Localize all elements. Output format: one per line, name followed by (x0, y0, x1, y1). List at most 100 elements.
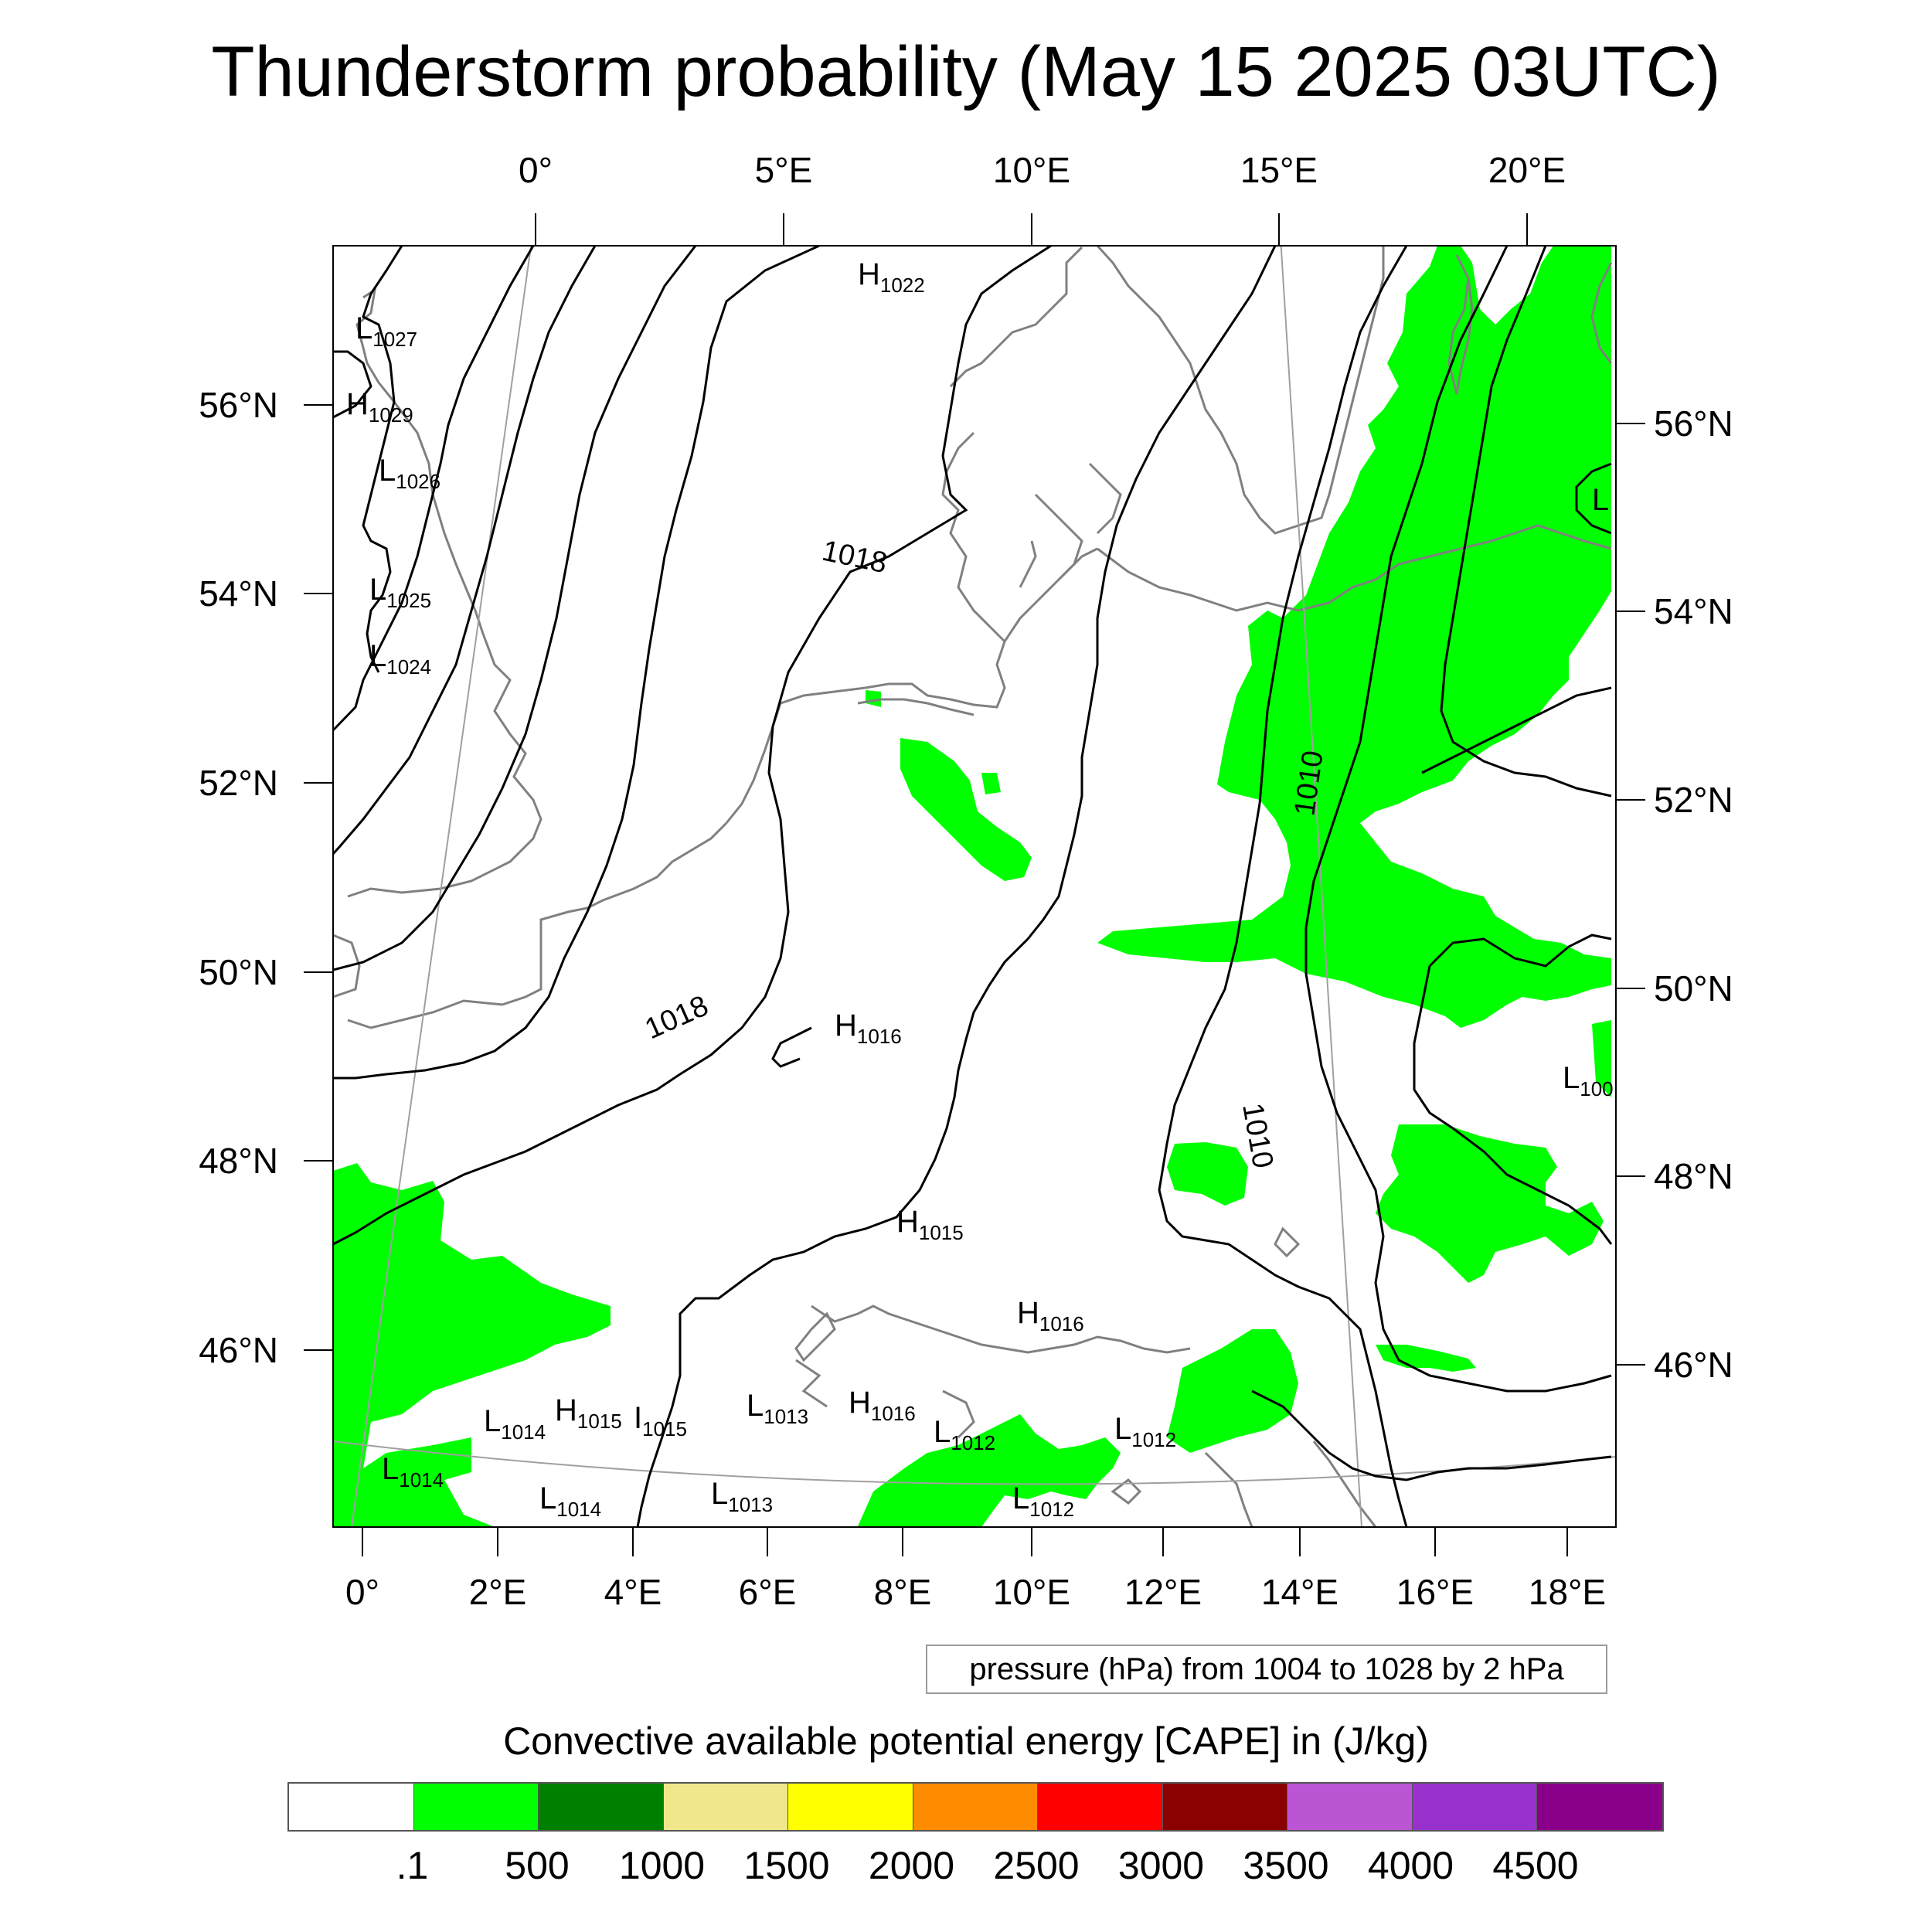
pressure-centers: H1022 L1027 H1029 L1026 L1025 L1024 H101… (346, 257, 1614, 1521)
cape-areas (333, 246, 1611, 1527)
pressure-center-label: L1026 (379, 454, 440, 493)
colorbar-swatch (1162, 1784, 1287, 1830)
colorbar-swatch (788, 1784, 913, 1830)
cape-colorbar (287, 1782, 1664, 1832)
isobar-13 (1575, 462, 1612, 535)
right-tick-label: 46°N (1654, 1345, 1733, 1385)
left-tick-label: 46°N (199, 1330, 278, 1370)
lake-geneva (794, 1311, 836, 1362)
cape-area-belgium (900, 738, 1032, 881)
cape-area-dot-1 (866, 690, 881, 707)
pressure-center-label: L1014 (539, 1481, 601, 1521)
right-tick-label: 52°N (1654, 780, 1733, 820)
right-tick-label: 56°N (1654, 403, 1733, 444)
cape-area-slovenia (1167, 1329, 1298, 1453)
top-tick-label: 0° (519, 150, 553, 190)
colorbar-swatch (1287, 1784, 1413, 1830)
colorbar-tick-label: 1000 (618, 1844, 706, 1887)
pressure-center-label: I1015 (634, 1401, 687, 1440)
colorbar-tick-label: 500 (505, 1844, 570, 1887)
colorbar-title: Convective available potential energy [C… (503, 1719, 1429, 1763)
isobar-10 (1304, 246, 1612, 1393)
right-tick-label: 50°N (1654, 968, 1733, 1009)
isobar-1 (333, 350, 372, 419)
isobar-2 (362, 246, 403, 673)
top-tick-label: 5°E (755, 150, 813, 190)
isobar-11 (1440, 246, 1612, 798)
left-tick-label: 56°N (199, 385, 278, 425)
pressure-center-label: H1015 (896, 1205, 964, 1244)
bottom-tick-label: 14°E (1261, 1572, 1338, 1612)
right-tick-label: 48°N (1654, 1156, 1733, 1196)
isobar-12 (1413, 934, 1613, 1245)
colorbar-tick-label: 2000 (868, 1844, 955, 1887)
bottom-axis: 0° 2°E 4°E 6°E 8°E 10°E 12°E 14°E 16°E 1… (345, 1572, 1606, 1612)
pressure-center-label: L1013 (711, 1477, 773, 1516)
isobar-3 (333, 246, 535, 732)
pressure-center-label: L1014 (484, 1404, 546, 1444)
isobar-8 (636, 246, 1277, 1527)
graticule (333, 246, 1616, 1527)
left-tick-label: 48°N (199, 1141, 278, 1181)
pressure-center-label: H1016 (1017, 1296, 1084, 1335)
cape-area-hungary (1376, 1124, 1604, 1283)
colorbar-swatch (413, 1784, 539, 1830)
coastline-baltic-south (1097, 524, 1612, 612)
pressure-info-box: pressure (hPa) from 1004 to 1028 by 2 hP… (926, 1645, 1607, 1694)
coastline-france-north (347, 821, 728, 1029)
bottom-tick-label: 18°E (1529, 1572, 1606, 1612)
left-tick-label: 54°N (199, 573, 278, 614)
colorbar-tick-label: 2500 (993, 1844, 1080, 1887)
pressure-center-label: H1015 (555, 1393, 622, 1433)
bottom-tick-label: 10°E (993, 1572, 1070, 1612)
colorbar-swatch (289, 1784, 414, 1830)
cape-area-dot-2 (981, 773, 1001, 794)
colorbar-tick-label: 3500 (1243, 1844, 1329, 1887)
border-alps (795, 1304, 1191, 1439)
cape-area-lt (1592, 398, 1611, 464)
pressure-center-label: L1024 (369, 639, 431, 679)
meridian-15e (1280, 246, 1362, 1527)
left-tick-label: 50°N (199, 952, 278, 992)
isobar-15 (771, 1026, 812, 1068)
pressure-center-label: L1012 (1114, 1412, 1176, 1451)
pressure-center-label: L100 (1563, 1061, 1614, 1100)
meridian-0 (351, 246, 532, 1527)
isobar-value-label: 1018 (819, 535, 889, 580)
pressure-center-label: H1016 (835, 1009, 902, 1048)
cape-area-southwest (333, 1163, 611, 1527)
isobar-value-label: 1018 (641, 989, 713, 1046)
pressure-center-label: L1025 (369, 573, 431, 612)
top-tick-label: 10°E (993, 150, 1070, 190)
bottom-tick-label: 6°E (739, 1572, 797, 1612)
coastline-denmark (941, 246, 1122, 643)
pressure-center-label: L1013 (747, 1389, 808, 1428)
coastline-dutch-islands (857, 540, 1037, 716)
bottom-tick-label: 16°E (1396, 1572, 1474, 1612)
coastline-gotland (1447, 254, 1474, 395)
pressure-center-label: H1016 (849, 1386, 916, 1425)
isobar-16 (1421, 686, 1612, 774)
left-tick-label: 52°N (199, 763, 278, 803)
parallel-45n (333, 1440, 1616, 1485)
pressure-center-label: L1012 (934, 1415, 995, 1454)
top-axis: 0° 5°E 10°E 15°E 20°E (519, 150, 1566, 190)
pressure-center-label: H1022 (858, 257, 925, 297)
isobar-5 (333, 246, 697, 971)
colorbar-swatch (1537, 1784, 1662, 1830)
isobar-7 (333, 246, 1052, 1246)
bottom-tick-label: 12°E (1124, 1572, 1202, 1612)
colorbar-swatch (663, 1784, 788, 1830)
bottom-tick-label: 4°E (604, 1572, 662, 1612)
isobar-9 (1158, 246, 1408, 1527)
pressure-center-label: L1012 (1012, 1481, 1074, 1521)
cape-area-bavaria (1167, 1142, 1248, 1206)
bottom-tick-label: 2°E (469, 1572, 527, 1612)
left-axis: 56°N 54°N 52°N 50°N 48°N 46°N (199, 385, 278, 1370)
pressure-center-label: H1029 (346, 387, 413, 427)
coastline-latvia (1590, 262, 1613, 364)
colorbar-swatch (913, 1784, 1038, 1830)
isobar-4 (333, 246, 597, 855)
top-tick-label: 15°E (1240, 150, 1318, 190)
